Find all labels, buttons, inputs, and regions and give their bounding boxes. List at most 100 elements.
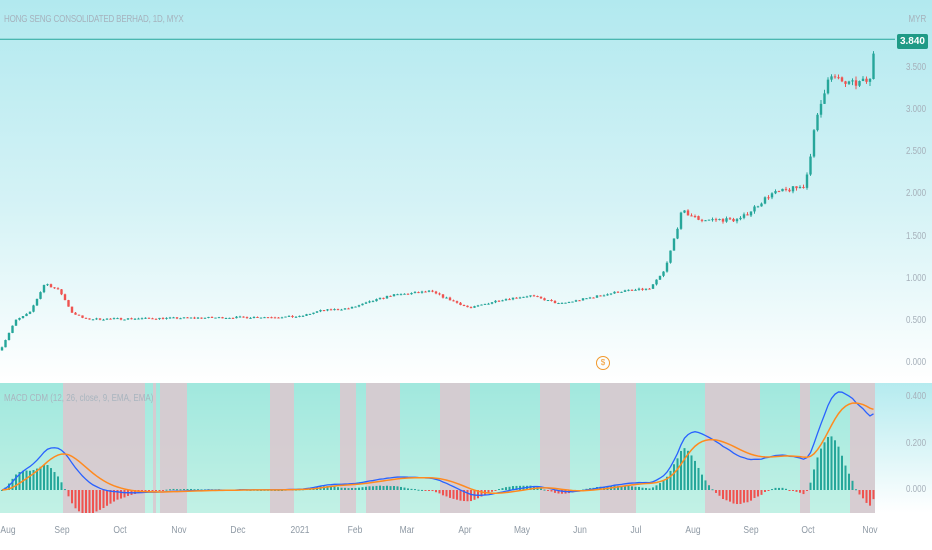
time-tick: Sep	[743, 525, 759, 536]
time-tick: Mar	[399, 525, 415, 536]
histogram-bar	[634, 486, 637, 490]
candle-body	[252, 316, 256, 318]
candle-body	[266, 317, 270, 319]
candle-body	[536, 296, 539, 298]
candle-body	[270, 317, 273, 319]
candle-body	[844, 81, 847, 84]
time-tick: Oct	[113, 525, 127, 536]
candle-body	[630, 289, 634, 291]
candle-body	[126, 318, 130, 320]
candle-body	[238, 316, 242, 318]
histogram-bar	[715, 490, 717, 493]
time-axis[interactable]: Aug Sep Oct Nov Dec 2021 Feb Mar Apr May Jun Jul Aug…	[0, 513, 932, 550]
candle-body	[53, 287, 56, 289]
candle-body	[133, 318, 137, 320]
candle-body	[826, 79, 830, 94]
histogram-bar	[123, 490, 126, 498]
histogram-bar	[834, 440, 836, 490]
candle-body	[214, 317, 217, 319]
candle-body	[805, 174, 809, 188]
candle-body	[585, 298, 588, 300]
histogram-bar	[358, 487, 360, 490]
histogram-bar	[351, 487, 353, 490]
histogram-bar	[652, 487, 654, 490]
candle-body	[823, 93, 826, 104]
histogram-bar	[396, 486, 399, 490]
histogram-bar	[337, 487, 339, 490]
histogram-bar	[452, 490, 455, 499]
histogram-bar	[785, 488, 787, 490]
histogram-bar	[694, 460, 696, 490]
histogram-bar	[148, 490, 150, 491]
candle-body	[774, 191, 777, 194]
candle-body	[294, 316, 298, 318]
bear-background	[270, 383, 294, 513]
indicator-title[interactable]: MACD CDM (12, 26, close, 9, EMA, EMA)	[4, 393, 154, 404]
candle-body	[147, 317, 151, 319]
candle-body	[872, 53, 875, 79]
histogram-bar	[183, 488, 185, 490]
histogram-bar	[501, 488, 504, 490]
candle-body	[340, 309, 343, 311]
histogram-bar	[641, 487, 644, 490]
histogram-bar	[60, 482, 63, 490]
candle-body	[203, 317, 207, 319]
histogram-bar	[627, 485, 630, 490]
histogram-bar	[414, 489, 416, 491]
candle-body	[840, 77, 844, 82]
histogram-bar	[421, 489, 423, 491]
histogram-bar	[158, 490, 161, 491]
candle-body	[406, 293, 410, 295]
time-tick: May	[513, 525, 531, 536]
time-tick: Jun	[573, 525, 587, 536]
dividend-marker[interactable]: $	[596, 356, 610, 370]
histogram-bar	[134, 490, 136, 494]
macd-chart[interactable]	[0, 383, 932, 513]
time-tick: Nov	[171, 525, 187, 536]
candle-body	[0, 347, 4, 351]
histogram-bar	[666, 476, 668, 490]
candle-body	[186, 317, 189, 319]
candle-body	[466, 305, 469, 308]
histogram-bar	[515, 485, 518, 490]
candle-body	[98, 318, 102, 320]
histogram-bar	[543, 489, 546, 491]
histogram-bar	[172, 488, 175, 490]
symbol-title: HONG SENG CONSOLIDATED BERHAD, 1D, MYX	[4, 14, 184, 25]
candle-body	[60, 289, 63, 295]
bear-background	[600, 383, 636, 513]
candle-body	[854, 80, 858, 86]
candle-body	[662, 271, 665, 276]
candle-body	[756, 206, 760, 208]
candle-body	[396, 294, 399, 296]
candle-body	[648, 288, 651, 290]
histogram-bar	[162, 490, 164, 491]
histogram-bar	[673, 464, 675, 490]
candlestick-chart[interactable]	[0, 0, 932, 383]
candle-body	[235, 316, 238, 319]
candle-body	[578, 300, 581, 302]
candle-body	[210, 316, 214, 318]
candle-body	[109, 318, 112, 320]
candle-body	[581, 298, 585, 301]
histogram-bar	[529, 485, 532, 490]
bear-background	[340, 383, 356, 513]
histogram-bar	[428, 490, 430, 491]
candle-body	[305, 314, 308, 316]
candle-body	[196, 317, 200, 319]
candle-body	[434, 291, 438, 294]
candle-body	[322, 310, 326, 312]
price-pane[interactable]: HONG SENG CONSOLIDATED BERHAD, 1D, MYX M…	[0, 0, 932, 383]
histogram-bar	[648, 488, 651, 490]
macd-pane[interactable]: MACD CDM (12, 26, close, 9, EMA, EMA) 0.…	[0, 383, 932, 513]
histogram-bar	[701, 474, 703, 490]
candle-body	[441, 294, 445, 298]
candle-body	[403, 293, 406, 295]
candle-body	[165, 317, 168, 319]
candle-body	[333, 309, 336, 311]
histogram-bar	[375, 485, 378, 490]
candle-body	[739, 217, 742, 220]
candle-body	[851, 80, 854, 82]
current-price-label: 3.840	[896, 34, 928, 49]
histogram-bar	[120, 490, 122, 499]
